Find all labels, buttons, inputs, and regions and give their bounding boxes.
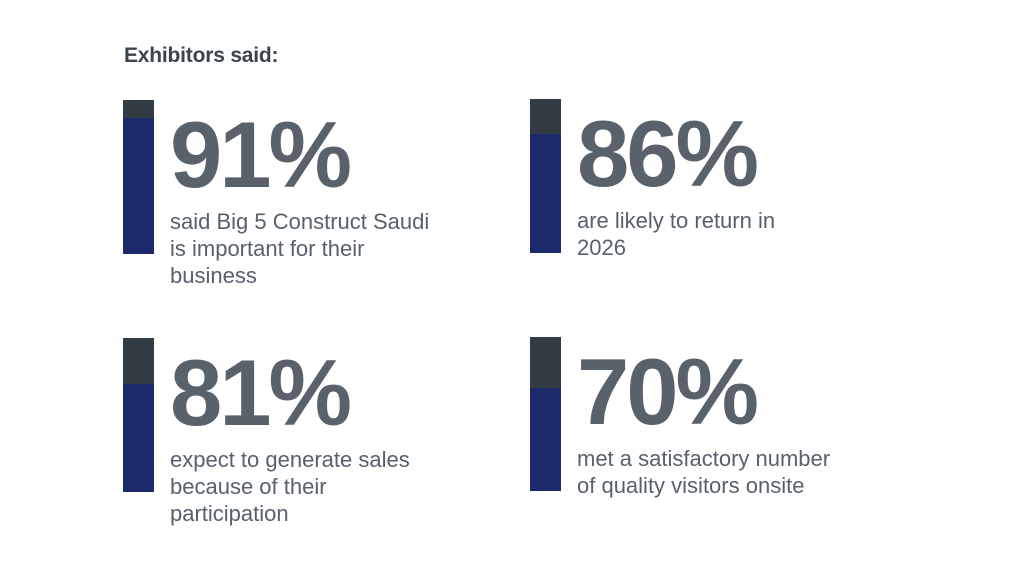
stat-value: 86% xyxy=(577,101,759,206)
stat-text: 91% said Big 5 Construct Saudi is import… xyxy=(170,100,590,289)
stat-text: 70% met a satisfactory number of quality… xyxy=(577,337,997,499)
stat-description: expect to generate sales because of thei… xyxy=(170,447,410,526)
stat-description: said Big 5 Construct Saudi is important … xyxy=(170,209,430,288)
stat-description: are likely to return in 2026 xyxy=(577,208,776,260)
stat-value: 91% xyxy=(170,102,352,207)
page-title: Exhibitors said: xyxy=(124,44,279,67)
stat-text: 86% are likely to return in 2026 xyxy=(577,99,997,261)
stat-bar xyxy=(123,338,154,492)
stat-bar-fill xyxy=(530,387,561,491)
stat-bar-fill xyxy=(530,134,561,253)
stat-text: 81% expect to generate sales because of … xyxy=(170,338,590,527)
stat-bar xyxy=(530,337,561,491)
stat-description: met a satisfactory number of quality vis… xyxy=(577,446,831,498)
stat-block-3: 81% expect to generate sales because of … xyxy=(123,338,590,527)
stat-block-1: 91% said Big 5 Construct Saudi is import… xyxy=(123,100,590,289)
stat-value: 70% xyxy=(577,339,759,444)
stat-bar xyxy=(530,99,561,253)
stat-block-4: 70% met a satisfactory number of quality… xyxy=(530,337,997,499)
stat-block-2: 86% are likely to return in 2026 xyxy=(530,99,997,261)
stat-bar-fill xyxy=(123,384,154,492)
stat-bar xyxy=(123,100,154,254)
stat-bar-fill xyxy=(123,118,154,254)
stat-value: 81% xyxy=(170,340,352,445)
